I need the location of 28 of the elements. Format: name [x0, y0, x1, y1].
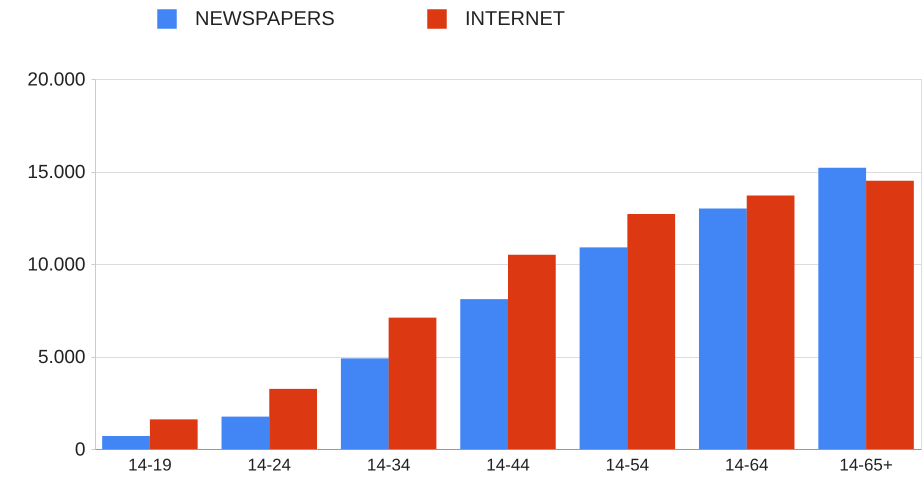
bar	[580, 247, 628, 449]
bar	[698, 208, 747, 449]
y-tick-label: 0	[74, 440, 86, 460]
bar	[627, 214, 676, 449]
y-tick-label: 10.000	[27, 254, 86, 276]
bar	[222, 416, 270, 449]
bar	[340, 358, 389, 449]
x-tick-label: 14-64	[724, 456, 768, 474]
x-tick-label: 14-19	[128, 456, 172, 474]
x-tick-label: 14-65+	[839, 456, 893, 474]
bar	[150, 419, 198, 449]
bar	[102, 436, 150, 449]
bar	[746, 196, 794, 449]
bar	[508, 254, 556, 449]
y-tick-label: 5.000	[38, 347, 86, 368]
x-tick-label: 14-54	[606, 456, 650, 474]
y-tick-label: 20.000	[27, 70, 86, 90]
x-tick-label: 14-34	[366, 456, 410, 474]
bar	[269, 388, 318, 449]
x-tick-label: 14-24	[248, 456, 292, 474]
bar	[866, 180, 914, 449]
legend-label: INTERNET	[465, 8, 565, 30]
bar	[460, 299, 508, 449]
bar	[818, 168, 866, 449]
legend-label: NEWSPAPERS	[195, 8, 335, 30]
x-tick-label: 14-44	[486, 456, 530, 474]
bar	[388, 318, 436, 449]
y-tick-label: 15.000	[27, 162, 86, 183]
